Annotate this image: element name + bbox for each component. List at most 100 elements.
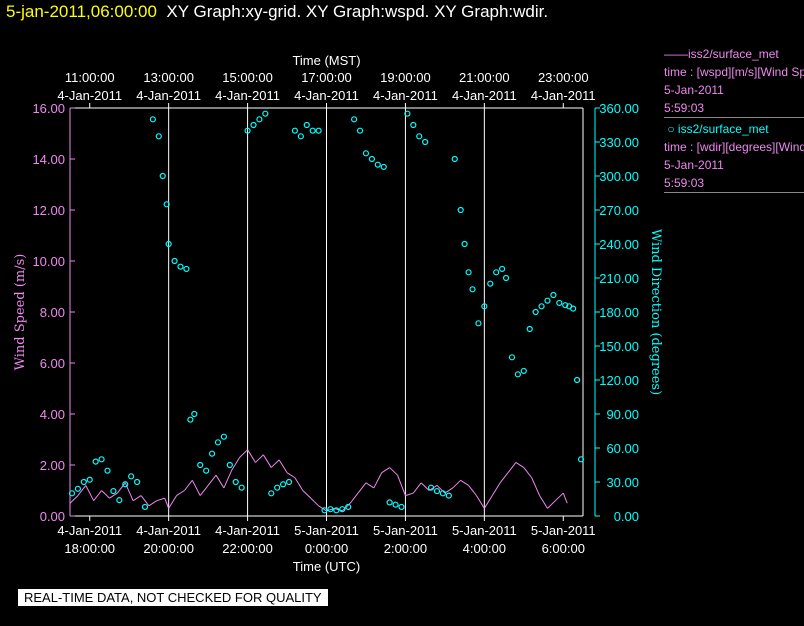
x-top-tick-time-6: 23:00:00 (538, 70, 589, 85)
wdir-point-42 (309, 127, 316, 134)
legend-wdir-marker-icon: ○ (664, 122, 678, 136)
wdir-point-50 (356, 127, 364, 134)
wspd-segment-61 (539, 495, 548, 509)
legend-wspd-time: 5:59:03 (664, 99, 804, 118)
wdir-point-31 (244, 127, 251, 134)
wspd-segment-38 (357, 482, 367, 494)
x-top-tick-time-2: 15:00:00 (222, 70, 273, 85)
legend-wdir-date: 5-Jan-2011 (664, 158, 724, 172)
axes-layer (69, 103, 600, 521)
y-right-tick-label-3: 90.00 (606, 407, 639, 422)
legend-wdir-desc: time : [wdir][degrees][Wind Direction] (664, 140, 804, 154)
wdir-point-14 (155, 133, 162, 140)
wdir-point-4 (92, 458, 99, 465)
wspd-segment-42 (389, 467, 398, 476)
wspd-segment-27 (270, 459, 280, 468)
x-bottom-tick-time-4: 2:00:00 (384, 541, 427, 556)
wdir-point-41 (303, 121, 310, 129)
x-top-tick-date-6: 4-Jan-2011 (531, 88, 596, 103)
wdir-point-34 (262, 110, 269, 117)
wdir-point-45 (327, 506, 334, 513)
wdir-point-12 (141, 503, 149, 511)
wspd-segment-16 (184, 479, 193, 491)
wspd-segment-45 (412, 482, 422, 494)
wspd-segment-62 (547, 500, 556, 509)
wdir-point-22 (191, 410, 198, 418)
wdir-point-70 (469, 286, 476, 293)
wspd-segment-2 (77, 485, 87, 496)
wspd-segment-51 (460, 479, 469, 486)
x-bottom-tick-date-5: 5-Jan-2011 (452, 523, 517, 538)
wspd-segment-24 (247, 449, 256, 463)
y-left-tick-label-5: 10.00 (32, 254, 65, 269)
wdir-point-5 (98, 456, 105, 463)
x-bottom-tick-time-5: 4:00:00 (463, 541, 506, 556)
graph-header: 5-jan-2011,06:00:00 XY Graph:xy-grid. XY… (6, 2, 548, 22)
wspd-segment-25 (255, 454, 264, 463)
wdir-point-78 (514, 371, 521, 378)
wdir-point-81 (532, 308, 539, 316)
wspd-segment-7 (116, 482, 126, 494)
legend-wspd-line-icon: —— (664, 47, 688, 61)
x-top-tick-date-0: 4-Jan-2011 (57, 88, 122, 103)
wdir-point-86 (562, 302, 569, 309)
x-top-tick-time-1: 13:00:00 (143, 70, 194, 85)
wspd-segment-13 (164, 497, 170, 509)
wdir-point-7 (110, 487, 117, 495)
grid-layer (168, 108, 485, 516)
wdir-point-61 (422, 138, 429, 146)
x-top-tick-date-2: 4-Jan-2011 (215, 88, 280, 103)
wdir-point-64 (439, 490, 447, 497)
wdir-point-20 (183, 265, 190, 273)
x-bottom-tick-date-3: 5-Jan-2011 (294, 523, 359, 538)
wdir-point-2 (80, 478, 87, 486)
wspd-segment-15 (176, 490, 185, 497)
wspd-segment-9 (132, 495, 142, 502)
wspd-segment-64 (562, 492, 568, 504)
wdir-point-69 (465, 269, 472, 276)
wdir-point-16 (163, 201, 170, 208)
x-bottom-tick-date-1: 4-Jan-2011 (136, 523, 201, 538)
wdir-point-58 (404, 110, 411, 117)
x-bottom-tick-date-6: 5-Jan-2011 (531, 523, 596, 538)
x-top-axis-title: Time (MST) (292, 53, 360, 68)
wdir-point-11 (133, 478, 141, 486)
wspd-segment-8 (124, 482, 134, 501)
wdir-point-82 (538, 303, 545, 310)
x-bottom-axis-title: Time (UTC) (293, 559, 360, 574)
wspd-segment-50 (452, 479, 462, 489)
y-left-tick-label-2: 4.00 (40, 407, 65, 422)
y-right-tick-label-6: 180.00 (599, 305, 639, 320)
x-top-tick-date-4: 4-Jan-2011 (373, 88, 438, 103)
wdir-point-89 (573, 376, 581, 384)
wdir-point-65 (445, 492, 452, 499)
wdir-point-36 (274, 484, 281, 491)
wdir-point-3 (86, 476, 93, 483)
x-top-tick-date-1: 4-Jan-2011 (136, 88, 201, 103)
wdir-point-83 (544, 297, 551, 304)
wspd-segment-46 (420, 482, 430, 491)
wspd-segment-57 (507, 462, 517, 473)
wdir-point-47 (339, 506, 346, 513)
legend-wdir-time: 5:59:03 (664, 174, 804, 193)
y-right-tick-label-1: 30.00 (606, 475, 639, 490)
wdir-point-8 (116, 497, 123, 504)
legend-wspd-desc: time : [wspd][m/s][Wind Speed] (664, 65, 804, 79)
x-bottom-tick-time-2: 22:00:00 (222, 541, 273, 556)
wspd-segment-14 (168, 495, 177, 509)
wdir-point-62 (427, 484, 435, 491)
y-right-tick-label-5: 150.00 (599, 339, 639, 354)
y-right-tick-label-2: 60.00 (606, 441, 639, 456)
series-layer (68, 110, 585, 514)
wdir-point-27 (220, 433, 227, 440)
wspd-segment-18 (199, 485, 209, 496)
label-layer: 4-Jan-2011 18:00:00 4-Jan-2011 20:00:00 4-Ja… (13, 53, 663, 574)
wspd-segment-1 (69, 495, 79, 504)
wspd-segment-53 (476, 495, 485, 509)
wdir-point-19 (177, 263, 184, 270)
wdir-point-71 (475, 320, 482, 327)
wspd-segment-56 (499, 472, 509, 484)
wspd-segment-17 (191, 480, 201, 496)
y-right-tick-label-8: 240.00 (599, 237, 639, 252)
wdir-point-59 (410, 121, 417, 129)
